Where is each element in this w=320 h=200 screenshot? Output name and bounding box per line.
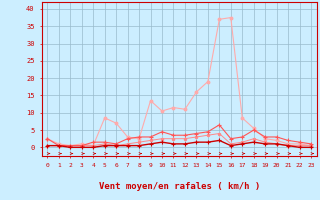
X-axis label: Vent moyen/en rafales ( km/h ): Vent moyen/en rafales ( km/h ) (99, 182, 260, 191)
